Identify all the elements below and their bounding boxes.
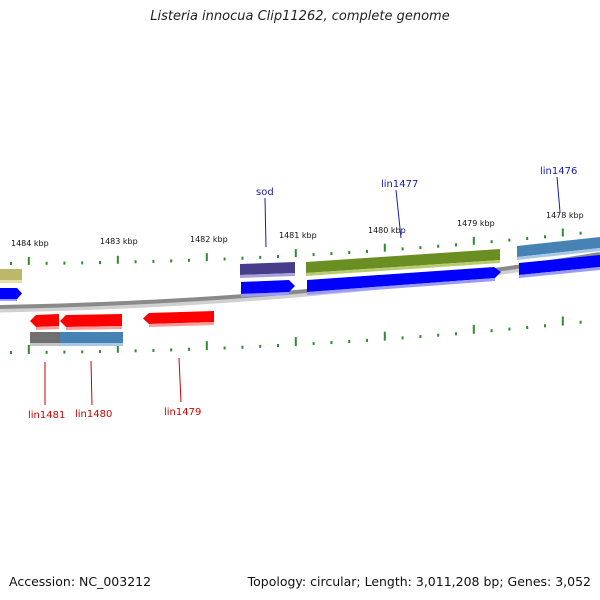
gene-feature-lin1476-highlight — [517, 248, 600, 260]
label-leaders — [44, 176, 561, 406]
cds-arrow-lin1481-shadow — [36, 326, 59, 330]
leader-lin1479 — [178, 357, 182, 403]
gene-label-sod: sod — [256, 187, 274, 198]
scale-label-1481: 1481 kbp — [279, 231, 317, 240]
gene-feature-lin1477 — [306, 249, 500, 273]
gene-label-lin1476: lin1476 — [540, 166, 577, 177]
scale-label-1480: 1480 kbp — [368, 226, 406, 235]
scale-label-1484: 1484 kbp — [11, 239, 49, 248]
cds-arrow-lin1477 — [307, 267, 501, 292]
gene-feature-khaki — [0, 269, 22, 281]
reverse-features — [30, 311, 214, 346]
cds-arrow-lin1476 — [519, 255, 600, 275]
cds-arrow-lin1481 — [30, 314, 59, 327]
leader-lin1477 — [395, 189, 402, 239]
cds-arrow-lin1477-shadow — [307, 278, 495, 295]
cds-arrow-lin1479 — [143, 311, 214, 324]
scale-label-1482: 1482 kbp — [190, 235, 228, 244]
cds-arrow-left-edge-shadow — [0, 299, 17, 301]
scale-label-1478: 1478 kbp — [546, 211, 584, 220]
gene-feature-lin1480-highlight — [60, 343, 123, 346]
gene-label-lin1481: lin1481 — [28, 410, 65, 421]
scale-label-1483: 1483 kbp — [100, 237, 138, 246]
backbone-shadow — [0, 252, 600, 313]
cds-arrow-lin1480-shadow — [66, 326, 122, 330]
gene-feature-lin1481 — [30, 332, 60, 343]
cds-arrow-lin1476-shadow — [519, 267, 600, 278]
genome-backbone — [0, 252, 600, 313]
leader-lin1480 — [90, 360, 93, 406]
accession-text: Accession: NC_003212 — [9, 574, 152, 589]
cds-arrow-left-edge — [0, 288, 22, 299]
scale-label-1479: 1479 kbp — [457, 219, 495, 228]
cds-arrow-sod — [241, 280, 295, 294]
forward-features — [0, 237, 600, 301]
backbone-line — [0, 252, 600, 309]
gene-feature-khaki-highlight — [0, 280, 22, 283]
gene-labels: sod lin1477 lin1476 lin1481 lin1480 lin1… — [28, 166, 577, 421]
genome-summary-text: Topology: circular; Length: 3,011,208 bp… — [247, 574, 591, 589]
map-title: Listeria innocua Clip11262, complete gen… — [150, 9, 450, 24]
gene-feature-sod — [240, 262, 295, 275]
gene-feature-sod-highlight — [240, 273, 295, 278]
upper-scale-ticks — [10, 228, 582, 265]
leader-lin1476 — [556, 176, 561, 213]
gene-label-lin1477: lin1477 — [381, 179, 418, 190]
gene-feature-lin1480 — [60, 332, 123, 343]
gene-feature-lin1481-highlight — [30, 343, 60, 346]
gene-label-lin1479: lin1479 — [164, 407, 201, 418]
cds-arrow-lin1479-shadow — [149, 322, 214, 327]
gene-feature-lin1476 — [517, 237, 600, 257]
leader-sod — [264, 197, 267, 248]
gene-feature-lin1477-highlight — [306, 260, 500, 276]
gene-label-lin1480: lin1480 — [75, 409, 112, 420]
cds-arrow-sod-shadow — [241, 292, 289, 297]
scale-labels: 1484 kbp 1483 kbp 1482 kbp 1481 kbp 1480… — [11, 211, 584, 248]
cds-arrow-lin1480 — [60, 314, 122, 327]
